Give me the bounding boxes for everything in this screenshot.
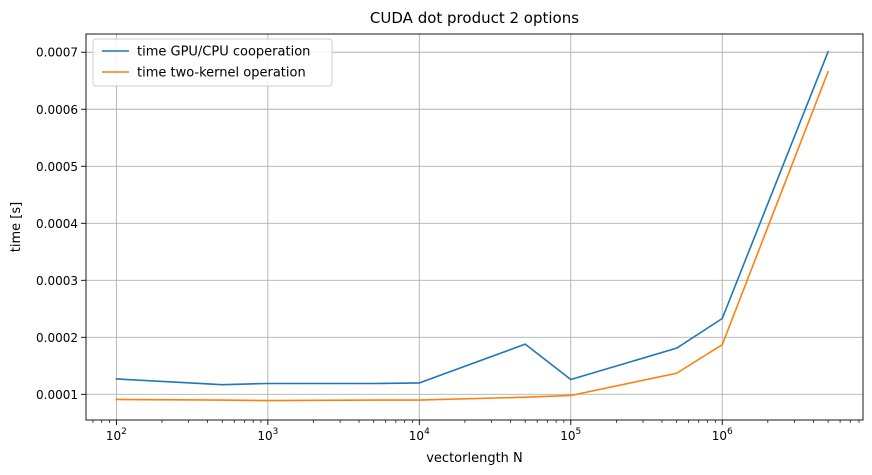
legend-label-gpu-cpu: time GPU/CPU cooperation [137,45,310,60]
legend: time GPU/CPU cooperation time two-kernel… [92,38,333,87]
series-line-two-kernel [115,70,829,402]
x-axis-label: vectorlength N [426,451,523,466]
legend-label-two-kernel: time two-kernel operation [137,66,306,81]
axis-ticks: 102 103 104 105 106 0.0001 0.0002 0.0003 0.0004 0… [36,46,860,443]
series-lines [115,50,829,402]
y-tick-label: 0.0003 [36,274,78,288]
y-axis-label: time [s] [9,202,24,252]
legend-box [92,38,333,87]
chart-title: CUDA dot product 2 options [370,9,579,27]
x-tick-label: 104 [409,427,430,443]
x-tick-label: 105 [560,427,581,443]
x-tick-label: 102 [106,427,127,443]
y-tick-label: 0.0004 [36,217,78,231]
grid [86,34,863,420]
y-tick-label: 0.0005 [36,160,78,174]
series-line-gpu-cpu [115,50,829,386]
y-tick-label: 0.0001 [36,388,78,402]
x-tick-label: 106 [712,427,733,443]
y-tick-label: 0.0007 [36,46,78,60]
y-tick-label: 0.0002 [36,331,78,345]
y-tick-label: 0.0006 [36,103,78,117]
plot-frame [85,33,864,421]
x-tick-label: 103 [257,427,278,443]
